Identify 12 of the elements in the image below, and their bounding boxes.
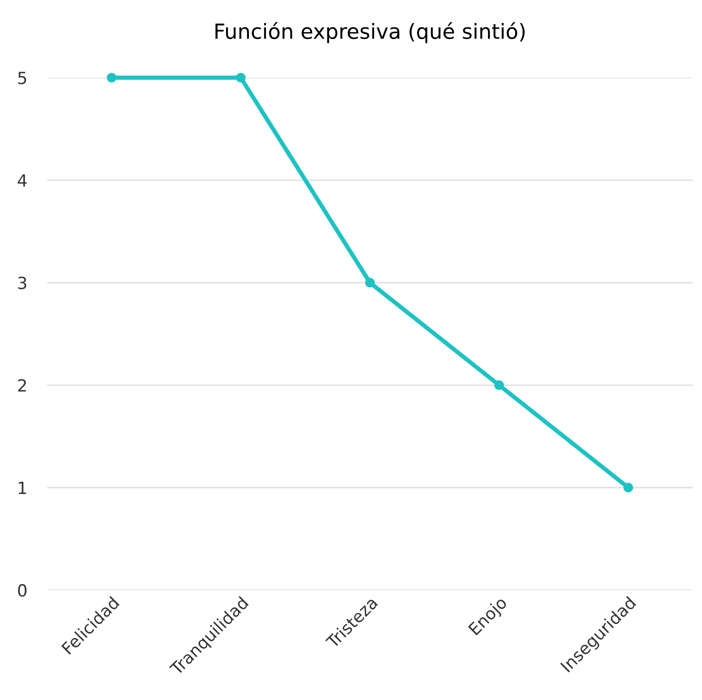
point (494, 380, 504, 390)
y-tick-label: 3 (18, 276, 26, 290)
y-tick-label: 5 (18, 72, 26, 84)
y-tick-label: 1 (18, 482, 26, 494)
point (106, 72, 116, 83)
y-tick-label: 0 (18, 584, 26, 597)
chart-title: Función expresiva (qué sintió) (215, 22, 525, 44)
point (623, 482, 634, 492)
y-tick-label: 2 (18, 379, 26, 392)
point (365, 278, 375, 288)
point (236, 72, 246, 83)
y-tick-label: 4 (18, 174, 27, 187)
